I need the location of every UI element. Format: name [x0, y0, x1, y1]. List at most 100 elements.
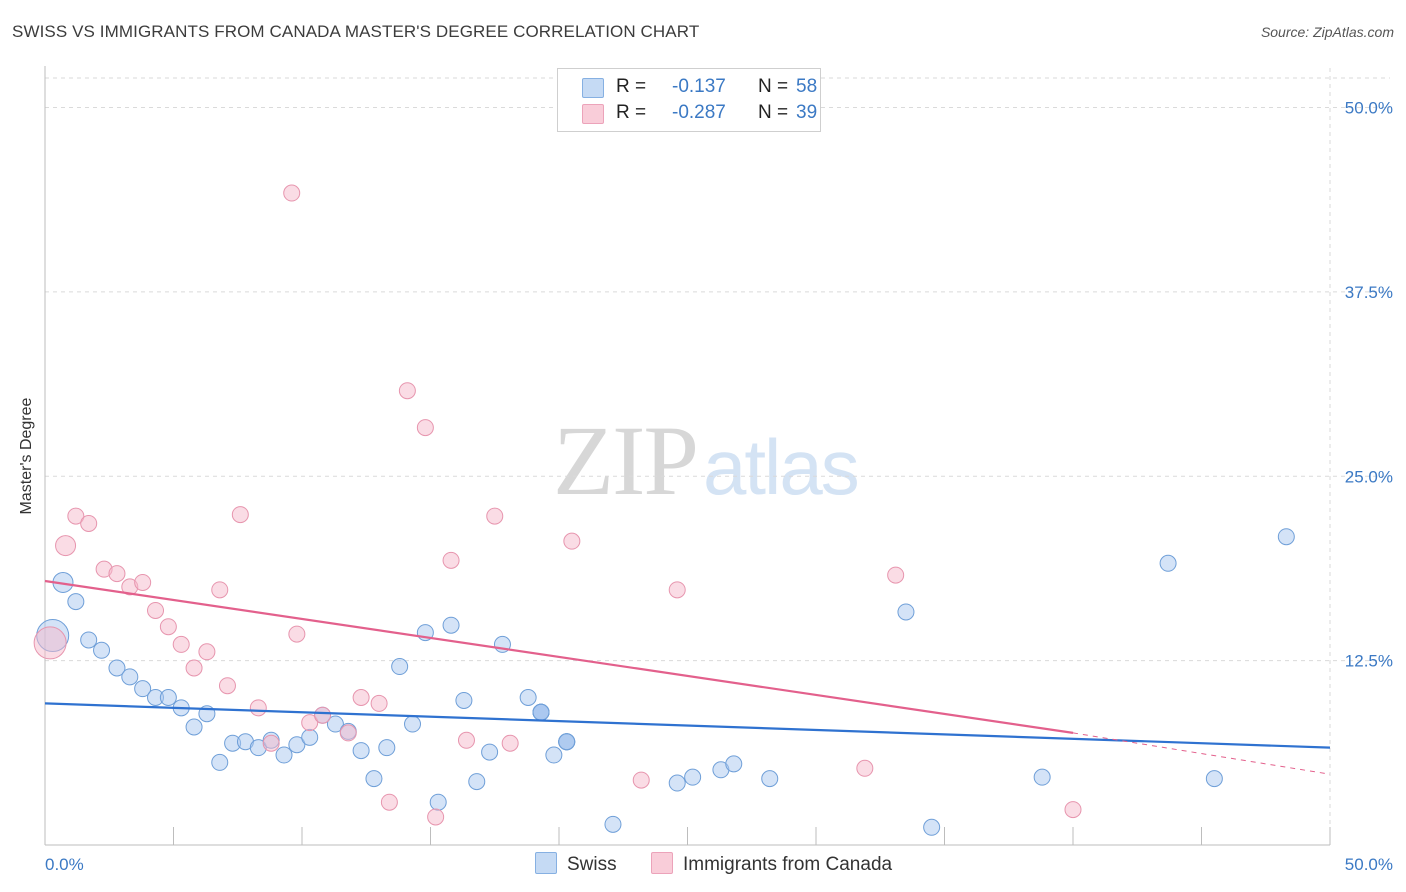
data-point: [604, 815, 622, 833]
data-point: [339, 724, 357, 742]
data-point: [283, 184, 301, 202]
y-tick-label: 37.5%: [1345, 283, 1393, 302]
data-point: [326, 715, 344, 733]
bottom-legend-swatch-swiss: [535, 852, 557, 874]
trend-line-extension: [1072, 732, 1331, 775]
data-point: [134, 573, 152, 591]
data-point: [1277, 528, 1295, 546]
data-point: [275, 746, 293, 764]
data-point: [80, 631, 98, 649]
data-point: [380, 793, 398, 811]
data-point: [668, 774, 686, 792]
data-point: [761, 770, 779, 788]
axes: [44, 66, 1331, 846]
legend-swatch-canada: [582, 104, 604, 124]
data-point: [134, 680, 152, 698]
data-point: [468, 773, 486, 791]
watermark-atlas: atlas: [703, 423, 860, 511]
data-point: [398, 382, 416, 400]
legend-swatch-swiss: [582, 78, 604, 98]
data-point: [404, 715, 422, 733]
bottom-legend-label-canada: Immigrants from Canada: [683, 854, 893, 875]
y-tick-label: 12.5%: [1345, 652, 1393, 671]
tick-labels: 12.5% 25.0% 37.5% 50.0% 0.0% 50.0%: [45, 99, 1393, 875]
data-point: [211, 581, 229, 599]
legend-r-value: -0.287: [672, 102, 726, 123]
data-point: [486, 507, 504, 525]
data-point: [159, 689, 177, 706]
data-point: [211, 753, 229, 771]
data-point: [856, 759, 874, 777]
data-point: [314, 706, 332, 724]
data-point: [288, 625, 306, 643]
data-point: [231, 506, 249, 524]
legend-n-label: N =: [758, 76, 789, 97]
data-point: [545, 746, 563, 764]
data-point: [532, 703, 550, 721]
source-label: Source: ZipAtlas.com: [1260, 24, 1394, 40]
data-point: [288, 736, 306, 754]
bottom-legend-swiss: Swiss: [535, 852, 617, 876]
data-point: [80, 514, 98, 532]
data-point: [923, 818, 941, 836]
data-point: [416, 419, 434, 437]
data-point: [725, 755, 743, 773]
y-tick-label: 25.0%: [1345, 467, 1393, 486]
data-point: [147, 601, 165, 619]
x-tick-label: 50.0%: [1345, 855, 1393, 874]
data-point: [33, 626, 67, 660]
data-point: [1205, 770, 1223, 788]
data-point: [121, 668, 139, 686]
data-point: [67, 507, 85, 525]
data-point: [67, 593, 85, 611]
data-point: [427, 808, 445, 826]
data-point: [108, 565, 126, 583]
data-point: [455, 691, 473, 709]
legend-r-label: R =: [616, 102, 647, 123]
data-point: [198, 643, 216, 661]
data-point: [185, 659, 203, 677]
data-point: [897, 603, 915, 621]
data-point: [391, 658, 409, 676]
data-point: [218, 677, 236, 695]
data-point: [262, 734, 280, 752]
data-point: [519, 689, 537, 706]
data-point: [501, 734, 519, 752]
bottom-legend-swatch-canada: [651, 852, 673, 874]
watermark-zip: ZIP: [553, 405, 699, 516]
data-point: [457, 731, 475, 749]
data-point: [668, 581, 686, 599]
data-point: [563, 532, 581, 550]
data-point: [632, 771, 650, 789]
data-point: [442, 616, 460, 634]
data-point: [442, 551, 460, 569]
chart-title: SWISS VS IMMIGRANTS FROM CANADA MASTER'S…: [12, 22, 700, 41]
correlation-legend: R = -0.137 N = 58 R = -0.287 N = 39: [557, 68, 821, 132]
legend-r-label: R =: [616, 76, 647, 97]
trend-lines: [44, 579, 1331, 775]
data-point: [429, 793, 447, 811]
x-tick-label: 0.0%: [45, 855, 84, 874]
legend-n-label: N =: [758, 102, 789, 123]
data-point: [684, 768, 702, 786]
data-point: [108, 659, 126, 677]
grid-lines: [45, 68, 1390, 845]
data-point: [365, 770, 383, 788]
data-point: [1064, 801, 1082, 819]
watermark: ZIPatlas: [553, 403, 860, 518]
data-point: [159, 618, 177, 636]
canada-points: [33, 184, 1082, 826]
legend-n-value: 39: [796, 102, 818, 123]
data-point: [249, 699, 267, 717]
bottom-legend-label-swiss: Swiss: [567, 854, 617, 875]
bottom-legend-canada: Immigrants from Canada: [651, 852, 892, 876]
data-point: [301, 714, 319, 732]
data-point: [55, 535, 77, 557]
data-point: [1033, 768, 1051, 786]
legend-r-value: -0.137: [672, 76, 726, 97]
data-point: [352, 742, 370, 760]
legend-n-value: 58: [796, 76, 818, 97]
trend-line: [44, 579, 1074, 734]
data-point: [1159, 554, 1177, 572]
data-point: [301, 728, 319, 746]
